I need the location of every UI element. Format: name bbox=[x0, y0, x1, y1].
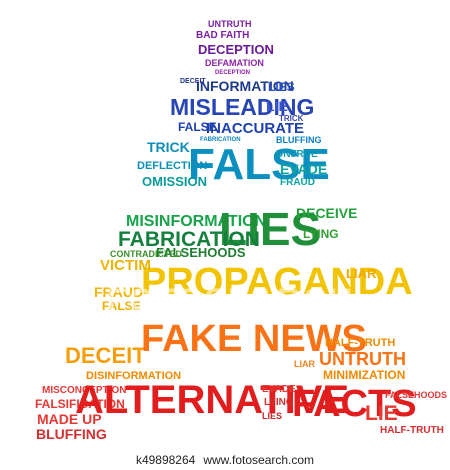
cloud-word: DEFAMATION bbox=[205, 58, 264, 68]
cloud-word: MISLEADING bbox=[170, 94, 315, 120]
cloud-word: UNTRUTH bbox=[319, 349, 406, 369]
cloud-word: DECEIVE bbox=[296, 205, 358, 221]
cloud-word: INACCURATE bbox=[206, 120, 305, 137]
cloud-word: MISCONCEPTION bbox=[42, 385, 127, 396]
cloud-word: UNTRUE bbox=[276, 149, 318, 160]
cloud-word: LIES bbox=[219, 203, 322, 255]
cloud-word: TRICK bbox=[279, 114, 304, 123]
cloud-word: TRICK bbox=[147, 139, 190, 155]
cloud-word: DECEIT bbox=[65, 343, 146, 368]
cloud-word: DECEPTION bbox=[198, 42, 274, 57]
cloud-word: FALSE bbox=[188, 140, 330, 189]
cloud-word: FRAUD bbox=[280, 177, 315, 188]
cloud-word: FALSE bbox=[178, 120, 217, 134]
image-id: k49898264 bbox=[135, 453, 196, 467]
cloud-word: EVADE bbox=[262, 384, 296, 395]
cloud-word: DECEIT bbox=[180, 78, 206, 85]
cloud-word: LIAR bbox=[346, 266, 377, 281]
cloud-word: ALTERNATIVE bbox=[75, 378, 350, 422]
cloud-word: HALF-TRUTH bbox=[325, 337, 396, 349]
cloud-word: CONTRADICTED bbox=[110, 249, 182, 259]
cloud-word: MADE UP bbox=[37, 411, 102, 427]
cloud-word: FAKE NEWS bbox=[141, 318, 367, 360]
footer-bar: k49898264 www.fotosearch.com bbox=[0, 450, 450, 470]
cloud-word: FABRICATION bbox=[200, 137, 241, 143]
cloud-word: FALSE bbox=[102, 299, 141, 313]
cloud-word: LYING bbox=[264, 397, 294, 408]
cloud-word: LIE bbox=[266, 98, 288, 114]
cloud-word: LIAR bbox=[294, 359, 315, 369]
cloud-word: FRAUD bbox=[94, 284, 143, 300]
cloud-word: FALSIFICATION bbox=[35, 397, 125, 411]
cloud-word: LIES bbox=[268, 80, 295, 94]
cloud-word: VICTIM bbox=[100, 257, 151, 274]
cloud-word: PROPAGANDA bbox=[141, 261, 413, 303]
cloud-word: MINIMIZATION bbox=[323, 368, 406, 382]
cloud-word: EVADE bbox=[280, 161, 328, 177]
cloud-word: OMISSION bbox=[142, 174, 208, 189]
cloud-word: INFORMATION bbox=[196, 78, 294, 94]
cloud-word: FABRICATION bbox=[118, 228, 260, 251]
cloud-word: DEFLECTION bbox=[137, 160, 208, 172]
cloud-word: BLUFFING bbox=[276, 135, 322, 145]
cloud-word: MISINFORMATION bbox=[126, 213, 267, 230]
cloud-word: DECEPTION bbox=[215, 70, 251, 76]
cloud-word: FACTS bbox=[292, 383, 417, 425]
cloud-word: BAD FAITH bbox=[196, 30, 250, 41]
cloud-word: LIE bbox=[365, 402, 398, 425]
cloud-word: BLUFFING bbox=[36, 426, 107, 442]
cloud-word: LYING bbox=[303, 227, 339, 241]
site-url: www.fotosearch.com bbox=[203, 453, 315, 467]
cloud-word: DISINFORMATION bbox=[86, 370, 182, 382]
cloud-word: FALSEHOODS bbox=[385, 390, 448, 400]
cloud-word: UNTRUTH bbox=[208, 19, 252, 29]
cloud-word: HALF-TRUTH bbox=[380, 425, 444, 436]
cloud-word: FALSEHOODS bbox=[156, 245, 246, 260]
cloud-word: LIES bbox=[262, 411, 283, 421]
